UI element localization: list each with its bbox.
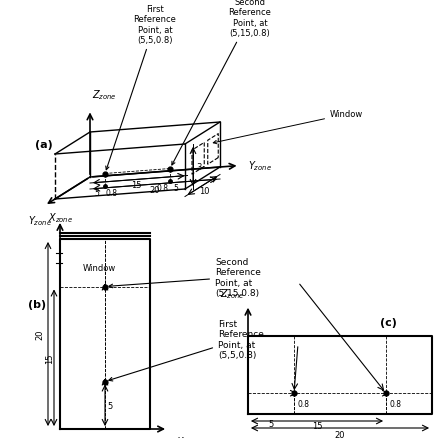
Text: 15: 15 xyxy=(131,180,142,189)
Text: $Y_{zone}$: $Y_{zone}$ xyxy=(247,159,271,173)
Text: 0.8: 0.8 xyxy=(390,399,402,408)
Text: $Z_{zone}$: $Z_{zone}$ xyxy=(92,88,117,102)
Text: 20: 20 xyxy=(35,329,45,339)
Text: 5: 5 xyxy=(94,189,99,198)
Text: 0.8: 0.8 xyxy=(105,189,117,198)
Text: 10: 10 xyxy=(199,187,210,195)
Text: $X_{zone}$: $X_{zone}$ xyxy=(48,211,72,225)
Text: (a): (a) xyxy=(35,140,53,150)
Text: $X_{zone}$: $X_{zone}$ xyxy=(176,434,201,438)
Text: 20: 20 xyxy=(150,186,160,195)
Text: Window: Window xyxy=(82,263,116,272)
Text: Second
Reference
Point, at
(5,15,0.8): Second Reference Point, at (5,15,0.8) xyxy=(172,0,272,166)
Text: 15: 15 xyxy=(312,421,322,431)
Text: First
Reference
Point, at
(5,5,0.8): First Reference Point, at (5,5,0.8) xyxy=(109,319,264,381)
Text: First
Reference
Point, at
(5,5,0.8): First Reference Point, at (5,5,0.8) xyxy=(106,5,176,170)
Text: 0.8: 0.8 xyxy=(156,184,168,193)
Text: Second
Reference
Point, at
(5,15,0.8): Second Reference Point, at (5,15,0.8) xyxy=(109,257,261,297)
Text: 5: 5 xyxy=(107,401,112,410)
Text: 15: 15 xyxy=(45,353,55,363)
Text: (b): (b) xyxy=(28,299,46,309)
Text: $Y_{zone}$: $Y_{zone}$ xyxy=(28,214,52,227)
Text: (c): (c) xyxy=(380,317,397,327)
Text: $Z_{zone}$: $Z_{zone}$ xyxy=(220,286,245,300)
Text: 20: 20 xyxy=(335,431,345,438)
Text: 5: 5 xyxy=(269,420,273,428)
Text: Window: Window xyxy=(213,110,363,145)
Text: 0.8: 0.8 xyxy=(298,399,310,408)
Text: 3: 3 xyxy=(196,162,202,172)
Text: 5: 5 xyxy=(174,184,179,193)
